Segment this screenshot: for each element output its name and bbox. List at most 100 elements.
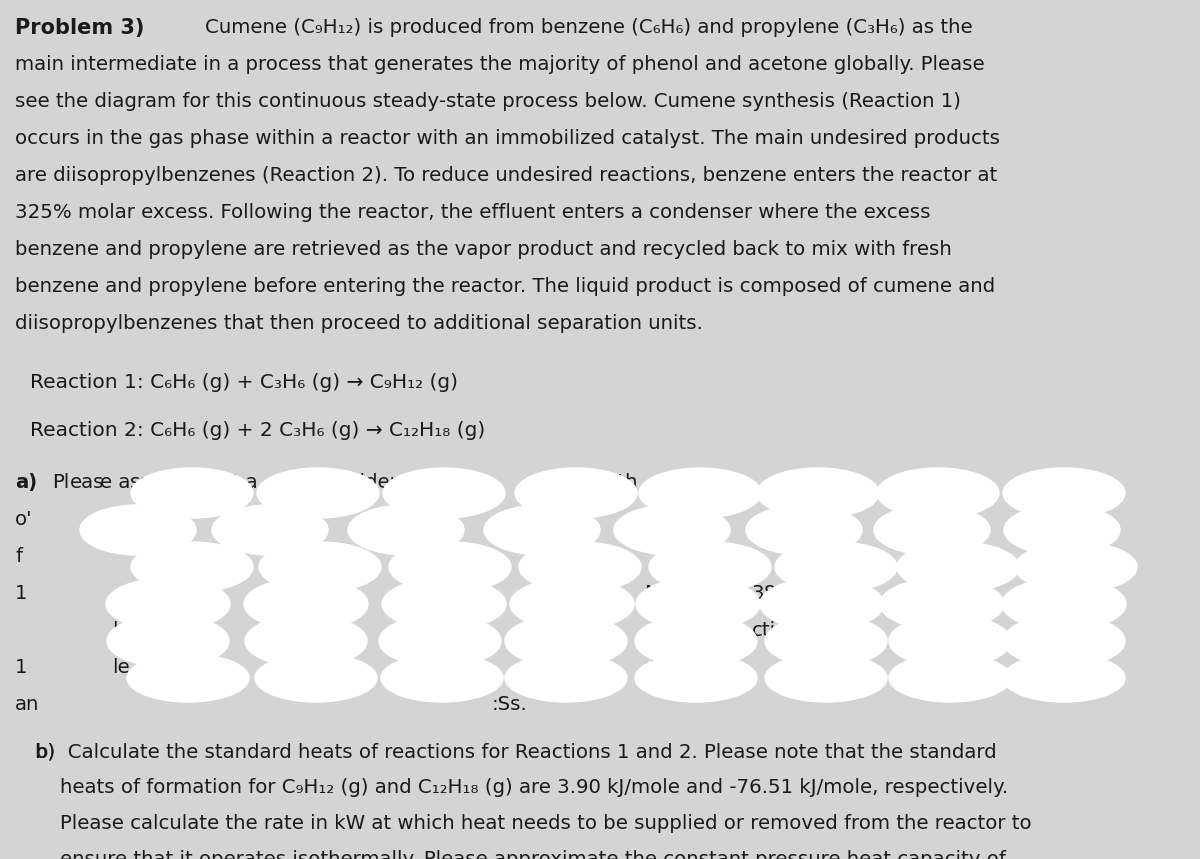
Text: n:: n: [534,658,553,677]
Ellipse shape [640,468,761,518]
Ellipse shape [649,542,772,592]
Ellipse shape [515,468,637,518]
Text: heats of formation for C₉H₁₂ (g) and C₁₂H₁₈ (g) are 3.90 kJ/mole and -76.51 kJ/m: heats of formation for C₉H₁₂ (g) and C₁₂… [35,778,1008,797]
Text: Reaction 1: C₆H₆ (g) + C₃H₆ (g) → C₉H₁₂ (g): Reaction 1: C₆H₆ (g) + C₃H₆ (g) → C₉H₁₂ … [30,373,458,392]
Text: j: j [1063,621,1068,640]
Ellipse shape [635,654,757,702]
Text: benzene and propylene before entering the reactor. The liquid product is compose: benzene and propylene before entering th… [14,277,995,296]
Ellipse shape [131,468,253,518]
Text: diisopropylbenzenes that then proceed to additional separation units.: diisopropylbenzenes that then proceed to… [14,314,703,333]
Ellipse shape [877,468,998,518]
Ellipse shape [379,615,502,667]
Ellipse shape [505,615,628,667]
Ellipse shape [898,542,1019,592]
Ellipse shape [212,505,328,555]
Ellipse shape [1002,578,1126,630]
Text: a): a) [14,473,37,492]
Ellipse shape [889,615,1010,667]
Text: ssu: ssu [130,473,163,492]
Text: à: à [200,621,212,640]
Ellipse shape [244,578,368,630]
Ellipse shape [1003,654,1126,702]
Ellipse shape [1004,505,1120,555]
Ellipse shape [383,468,505,518]
Text: 325% molar excess. Following the reactor, the effluent enters a condenser where : 325% molar excess. Following the reactor… [14,203,930,222]
Text: le: le [112,621,130,640]
Ellipse shape [348,505,464,555]
Text: hat th: hat th [580,473,637,492]
Text: 1: 1 [1070,510,1082,529]
Text: :Ss.: :Ss. [492,695,528,714]
Text: it ider: it ider [340,473,397,492]
Ellipse shape [874,505,990,555]
Ellipse shape [127,654,250,702]
Ellipse shape [1015,542,1138,592]
Text: 1: 1 [14,584,28,603]
Ellipse shape [505,654,628,702]
Ellipse shape [1003,468,1126,518]
Text: Please calculate the rate in kW at which heat needs to be supplied or removed fr: Please calculate the rate in kW at which… [35,814,1032,833]
Text: Problem 3): Problem 3) [14,18,144,38]
Ellipse shape [520,542,641,592]
Text: di: di [406,658,424,677]
Text: n:: n: [534,621,553,640]
Text: di: di [404,621,422,640]
Text: b)  Calculate the standard heats of reactions for Reactions 1 and 2. Please note: b) Calculate the standard heats of react… [35,742,997,761]
Ellipse shape [1003,615,1126,667]
Text: f: f [14,547,22,566]
Text: Cumene (C₉H₁₂) is produced from benzene (C₆H₆) and propylene (C₃H₆) as the: Cumene (C₉H₁₂) is produced from benzene … [205,18,973,37]
Ellipse shape [131,542,253,592]
Text: 's inf: 's inf [808,473,854,492]
Ellipse shape [245,615,367,667]
Ellipse shape [614,505,730,555]
Text: Reaction 2: C₆H₆ (g) + 2 C₃H₆ (g) → C₁₂H₁₈ (g): Reaction 2: C₆H₆ (g) + 2 C₃H₆ (g) → C₁₂H… [30,421,485,440]
Ellipse shape [257,468,379,518]
Text: Pl: Pl [52,473,70,492]
Ellipse shape [766,654,887,702]
Text: e a: e a [100,473,131,492]
Ellipse shape [259,542,382,592]
Text: see the diagram for this continuous steady-state process below. Cumene synthesis: see the diagram for this continuous stea… [14,92,961,111]
Text: vi: vi [464,473,481,492]
Text: are diisopropylbenzenes (Reaction 2). To reduce undesired reactions, benzene ent: are diisopropylbenzenes (Reaction 2). To… [14,166,997,185]
Text: an: an [14,695,40,714]
Ellipse shape [757,468,878,518]
Ellipse shape [635,615,757,667]
Ellipse shape [389,542,511,592]
Text: le: le [112,658,130,677]
Text: o': o' [14,510,32,529]
Text: s: s [432,473,443,492]
Ellipse shape [256,654,377,702]
Text: ensure that it operates isothermally. Please approximate the constant pressure h: ensure that it operates isothermally. Pl… [35,850,1006,859]
Text: eas: eas [70,473,104,492]
Text: du(: du( [643,658,676,677]
Text: me that a: me that a [162,473,258,492]
Text: nr: nr [292,658,312,677]
Ellipse shape [510,578,634,630]
Ellipse shape [880,578,1004,630]
Text: /: / [816,584,823,603]
Ellipse shape [775,542,898,592]
Ellipse shape [636,578,760,630]
Text: main intermediate in a process that generates the majority of phenol and acetone: main intermediate in a process that gene… [14,55,985,74]
Ellipse shape [382,578,506,630]
Ellipse shape [382,654,503,702]
Text: b): b) [35,742,55,761]
Text: cti: cti [752,621,776,640]
Text: 1: 1 [14,658,28,677]
Ellipse shape [766,615,887,667]
Ellipse shape [80,505,196,555]
Text: nr: nr [288,621,308,640]
Ellipse shape [760,578,884,630]
Text: 38: 38 [751,584,776,603]
Text: on: on [643,621,667,640]
Ellipse shape [889,654,1010,702]
Ellipse shape [106,578,230,630]
Ellipse shape [107,615,229,667]
Text: occurs in the gas phase within a reactor with an immobilized catalyst. The main : occurs in the gas phase within a reactor… [14,129,1000,148]
Text: M: M [644,584,661,603]
Text: à: à [200,658,212,677]
Ellipse shape [746,505,862,555]
Ellipse shape [484,505,600,555]
Text: benzene and propylene are retrieved as the vapor product and recycled back to mi: benzene and propylene are retrieved as t… [14,240,952,259]
